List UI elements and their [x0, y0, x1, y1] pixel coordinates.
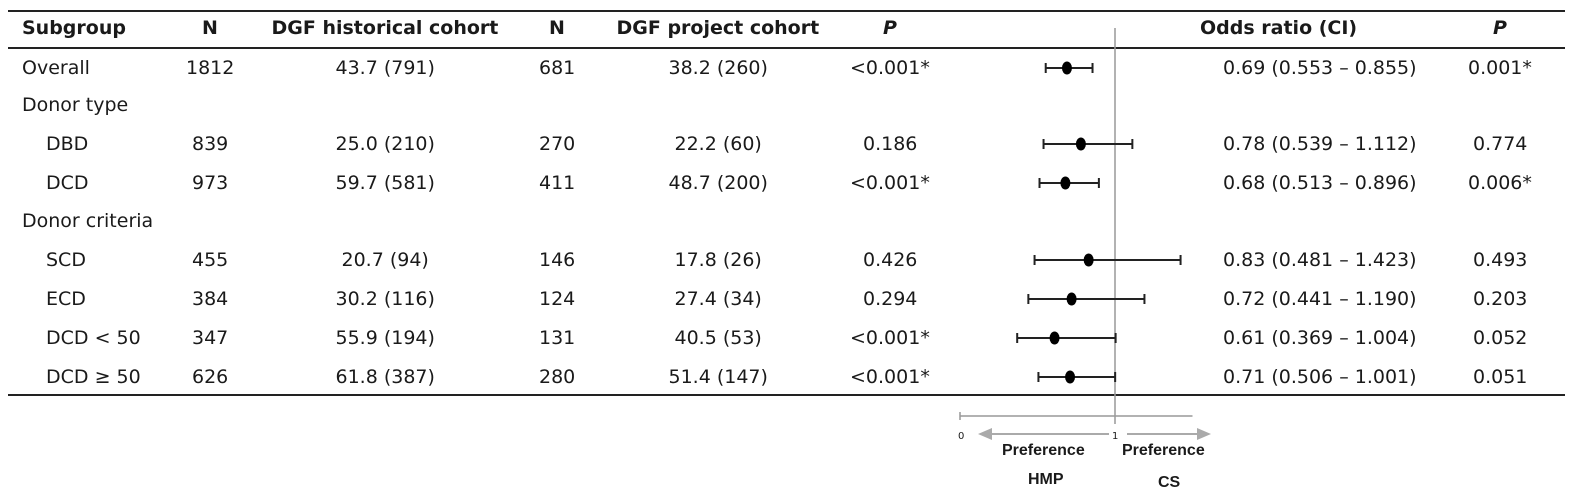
cell-n-project: 411 [539, 171, 576, 194]
cell-dgf-project: 17.8 (26) [674, 248, 762, 271]
axis-tick-label-1: 1 [1112, 431, 1119, 442]
header-odds-ratio: Odds ratio (CI) [1200, 16, 1358, 39]
top-rule [8, 10, 1565, 12]
cell-dgf-project: 51.4 (147) [668, 365, 768, 388]
axis-tick-label-0: 0 [958, 431, 965, 442]
cell-odds-ratio: 0.61 (0.369 – 1.004) [1223, 326, 1417, 349]
cell-dgf-project: 22.2 (60) [674, 132, 762, 155]
row-label: ECD [46, 287, 86, 310]
cell-odds-ratio: 0.68 (0.513 – 0.896) [1223, 171, 1417, 194]
cell-dgf-project: 48.7 (200) [668, 171, 768, 194]
left-direction-line1: Preference [1002, 442, 1085, 459]
row-label: DCD [46, 171, 89, 194]
row-label: DCD < 50 [46, 326, 141, 349]
cell-odds-ratio: 0.83 (0.481 – 1.423) [1223, 248, 1417, 271]
cell-n-project: 270 [539, 132, 576, 155]
cell-n-historical: 1812 [186, 56, 235, 79]
header-n-project: N [549, 16, 565, 39]
cell-dgf-historical: 59.7 (581) [335, 171, 435, 194]
bottom-rule [8, 394, 1565, 396]
header-p-value-or: P [1493, 16, 1507, 39]
left-direction-line2: HMP [1028, 471, 1064, 488]
cell-p-value: <0.001* [850, 56, 930, 79]
cell-odds-ratio: 0.72 (0.441 – 1.190) [1223, 287, 1417, 310]
cell-dgf-project: 27.4 (34) [674, 287, 762, 310]
header-dgf-historical: DGF historical cohort [271, 16, 499, 39]
cell-n-project: 280 [539, 365, 576, 388]
header-n-historical: N [202, 16, 218, 39]
cell-odds-ratio: 0.78 (0.539 – 1.112) [1223, 132, 1417, 155]
row-label: Overall [22, 56, 90, 79]
arrow-left-head [978, 428, 992, 440]
cell-n-project: 124 [539, 287, 576, 310]
point-estimate [1049, 331, 1060, 345]
header-dgf-project: DGF project cohort [616, 16, 820, 39]
header-subgroup: Subgroup [22, 16, 126, 39]
cell-n-historical: 347 [192, 326, 229, 349]
point-estimate [1061, 61, 1072, 75]
row-label: DCD ≥ 50 [46, 365, 141, 388]
cell-odds-ratio: 0.69 (0.553 – 0.855) [1223, 56, 1417, 79]
cell-p-value-or: 0.052 [1473, 326, 1528, 349]
cell-p-value: 0.426 [863, 248, 918, 271]
cell-p-value-or: 0.006* [1468, 171, 1532, 194]
cell-p-value-or: 0.051 [1473, 365, 1528, 388]
cell-p-value: <0.001* [850, 365, 930, 388]
header-p-value: P [883, 16, 897, 39]
cell-n-project: 681 [539, 56, 576, 79]
cell-dgf-project: 38.2 (260) [668, 56, 768, 79]
arrow-right-head [1197, 428, 1211, 440]
cell-dgf-historical: 55.9 (194) [335, 326, 435, 349]
group-label: Donor criteria [22, 209, 154, 232]
cell-p-value: <0.001* [850, 326, 930, 349]
point-estimate [1083, 253, 1094, 267]
cell-odds-ratio: 0.71 (0.506 – 1.001) [1223, 365, 1417, 388]
point-estimate [1060, 176, 1071, 190]
cell-p-value-or: 0.774 [1473, 132, 1528, 155]
cell-dgf-historical: 30.2 (116) [335, 287, 435, 310]
cell-dgf-historical: 20.7 (94) [341, 248, 429, 271]
cell-n-historical: 455 [192, 248, 229, 271]
cell-n-project: 131 [539, 326, 576, 349]
cell-dgf-historical: 43.7 (791) [335, 56, 435, 79]
cell-n-historical: 839 [192, 132, 229, 155]
cell-p-value-or: 0.203 [1473, 287, 1528, 310]
cell-p-value: <0.001* [850, 171, 930, 194]
cell-n-historical: 384 [192, 287, 229, 310]
point-estimate [1075, 137, 1086, 151]
cell-n-project: 146 [539, 248, 576, 271]
cell-n-historical: 626 [192, 365, 229, 388]
point-estimate [1066, 292, 1077, 306]
cell-p-value: 0.186 [863, 132, 918, 155]
header-rule [8, 47, 1565, 49]
right-direction-line2: CS [1158, 474, 1181, 491]
cell-p-value-or: 0.493 [1473, 248, 1528, 271]
row-label: DBD [46, 132, 89, 155]
cell-p-value-or: 0.001* [1468, 56, 1532, 79]
cell-p-value: 0.294 [863, 287, 918, 310]
group-label: Donor type [22, 93, 129, 116]
cell-dgf-project: 40.5 (53) [674, 326, 762, 349]
cell-dgf-historical: 61.8 (387) [335, 365, 435, 388]
cell-n-historical: 973 [192, 171, 229, 194]
right-direction-line1: Preference [1122, 442, 1205, 459]
cell-dgf-historical: 25.0 (210) [335, 132, 435, 155]
point-estimate [1065, 370, 1076, 384]
row-label: SCD [46, 248, 86, 271]
